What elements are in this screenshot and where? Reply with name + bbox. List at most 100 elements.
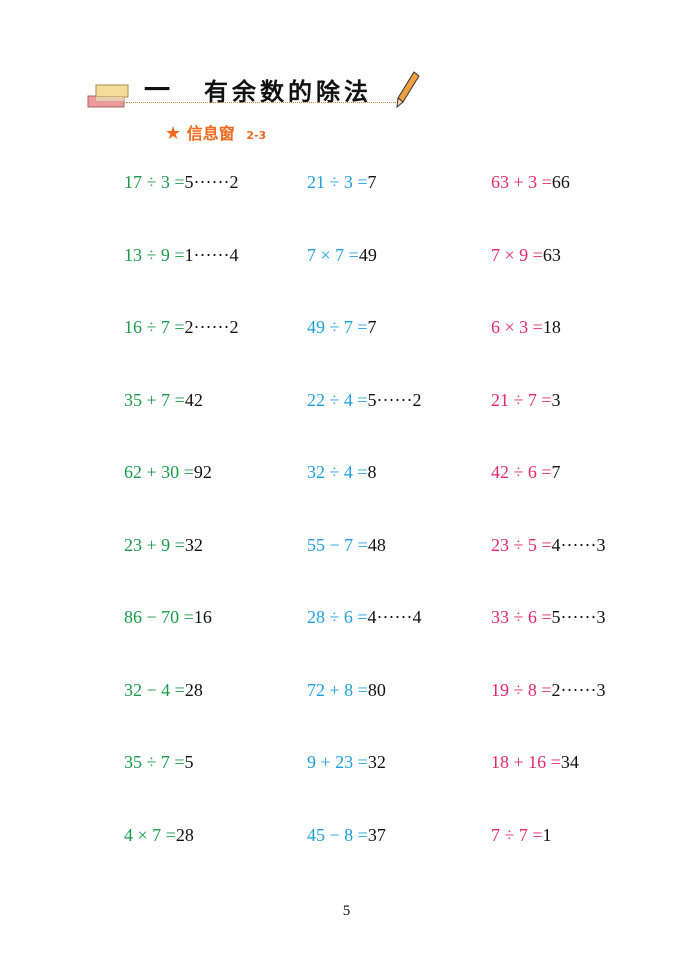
equation-expression: 7 × 7 = [307,244,359,265]
equation-answer: 63 [542,244,561,265]
equation: 4 × 7 =28 [124,825,194,846]
equation-answer: 8 [367,462,377,482]
equation-answer: 3 [551,389,561,410]
dotted-divider [126,102,402,103]
equation-answer: 4······4 [367,607,422,627]
equation-answer: 5······3 [551,607,606,627]
books-icon [87,84,129,108]
equation: 23 + 9 =32 [124,535,203,556]
info-window-label: ★ 信息窗 2-3 [165,120,266,144]
page-title: 有余数的除法 [204,78,372,106]
equation-answer: 32 [184,534,203,555]
equation-answer: 5 [184,752,194,772]
equation: 7 × 9 =63 [491,245,561,266]
equation: 42 ÷ 6 =7 [491,462,561,483]
equation-answer: 66 [551,172,570,192]
equation: 32 − 4 =28 [124,680,203,701]
equation-answer: 5······2 [367,389,422,410]
equation: 21 ÷ 7 =3 [491,390,561,411]
equation: 6 × 3 =18 [491,317,561,338]
equation-answer: 5······2 [184,172,239,192]
equation-expression: 7 × 9 = [491,244,543,265]
equation-expression: 21 ÷ 7 = [491,389,552,410]
equation-answer: 28 [184,679,203,700]
equation-expression: 17 ÷ 3 = [124,172,185,192]
equation: 19 ÷ 8 =2······3 [491,680,606,701]
equation-expression: 18 + 16 = [491,752,561,772]
equation-answer: 7 [367,172,377,192]
equation: 17 ÷ 3 =5······2 [124,172,239,193]
equation-answer: 92 [193,462,212,482]
equation: 72 + 8 =80 [307,680,386,701]
equation: 22 ÷ 4 =5······2 [307,390,422,411]
equation-expression: 62 + 30 = [124,462,194,482]
equation-expression: 7 ÷ 7 = [491,824,543,845]
equation-answer: 48 [367,534,386,555]
equation: 33 ÷ 6 =5······3 [491,607,606,628]
equation-expression: 21 ÷ 3 = [307,172,368,192]
equation-expression: 13 ÷ 9 = [124,244,185,265]
equation-expression: 45 − 8 = [307,824,368,845]
equation: 7 × 7 =49 [307,245,377,266]
equation-expression: 63 + 3 = [491,172,552,192]
equation: 55 − 7 =48 [307,535,386,556]
equation-expression: 23 ÷ 5 = [491,534,552,555]
equation: 13 ÷ 9 =1······4 [124,245,239,266]
equation-answer: 42 [184,389,203,410]
equation-expression: 16 ÷ 7 = [124,317,185,337]
equation: 21 ÷ 3 =7 [307,172,377,193]
equation-expression: 35 ÷ 7 = [124,752,185,772]
equation-answer: 32 [367,752,386,772]
equation: 35 + 7 =42 [124,390,203,411]
equation: 32 ÷ 4 =8 [307,462,377,483]
equation-expression: 32 − 4 = [124,679,185,700]
equation-answer: 4······3 [551,534,606,555]
equation: 49 ÷ 7 =7 [307,317,377,338]
equation: 63 + 3 =66 [491,172,570,193]
equation: 23 ÷ 5 =4······3 [491,535,606,556]
equation-answer: 37 [367,824,386,845]
equation-answer: 1······4 [184,244,239,265]
equation-expression: 86 − 70 = [124,607,194,627]
subtitle-code: 2-3 [246,129,267,142]
equation-expression: 49 ÷ 7 = [307,317,368,337]
subtitle: 信息窗 [186,124,235,143]
equation: 35 ÷ 7 =5 [124,752,194,773]
equation-answer: 1 [542,824,552,845]
equation: 7 ÷ 7 =1 [491,825,552,846]
equation-expression: 42 ÷ 6 = [491,462,552,482]
equation: 16 ÷ 7 =2······2 [124,317,239,338]
equation-answer: 34 [560,752,579,772]
equation-answer: 7 [367,317,377,337]
equation-expression: 9 + 23 = [307,752,368,772]
equation-answer: 28 [175,824,194,845]
equation: 86 − 70 =16 [124,607,212,628]
equation: 45 − 8 =37 [307,825,386,846]
equation-answer: 49 [358,244,377,265]
equation-expression: 35 + 7 = [124,389,185,410]
equation: 18 + 16 =34 [491,752,579,773]
section-header: 一 有余数的除法 [86,66,426,116]
equation-expression: 6 × 3 = [491,317,543,337]
equation-expression: 28 ÷ 6 = [307,607,368,627]
equation-expression: 72 + 8 = [307,679,368,700]
equation-expression: 23 + 9 = [124,534,185,555]
equation-expression: 32 ÷ 4 = [307,462,368,482]
equation-answer: 7 [551,462,561,482]
equation: 9 + 23 =32 [307,752,386,773]
equation: 62 + 30 =92 [124,462,212,483]
equation-expression: 22 ÷ 4 = [307,389,368,410]
equation-expression: 4 × 7 = [124,824,176,845]
equation: 28 ÷ 6 =4······4 [307,607,422,628]
section-number: 一 [144,76,171,106]
equation-answer: 18 [542,317,561,337]
equation-answer: 80 [367,679,386,700]
page-number: 5 [342,903,351,919]
star-icon: ★ [165,123,182,144]
equation-expression: 33 ÷ 6 = [491,607,552,627]
equation-answer: 2······2 [184,317,239,337]
pencil-icon [396,71,420,108]
equation-answer: 2······3 [551,679,606,700]
equation-expression: 55 − 7 = [307,534,368,555]
